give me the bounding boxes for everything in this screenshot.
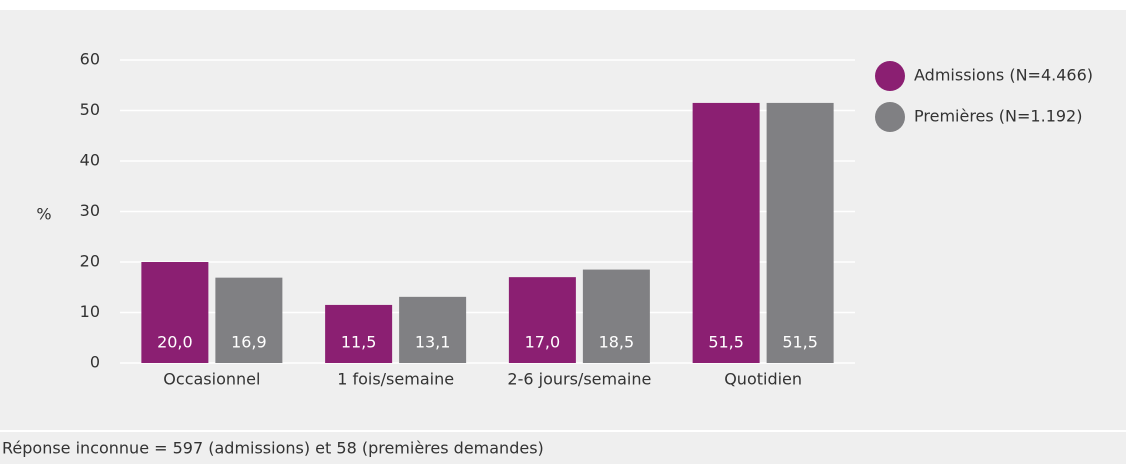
bar bbox=[582, 269, 650, 363]
y-tick-label: 40 bbox=[80, 151, 100, 170]
legend-swatch bbox=[875, 102, 905, 132]
bar bbox=[399, 296, 467, 363]
bar bbox=[325, 304, 393, 363]
legend-label: Admissions (N=4.466) bbox=[914, 66, 1093, 85]
legend-label: Premières (N=1.192) bbox=[914, 107, 1082, 126]
y-tick-label: 0 bbox=[90, 353, 100, 372]
bar bbox=[766, 102, 834, 364]
bar bbox=[508, 277, 576, 363]
value-label: 13,1 bbox=[415, 333, 451, 352]
note: Réponse inconnue = 597 (admissions) et 5… bbox=[2, 439, 544, 458]
y-tick-label: 60 bbox=[80, 50, 100, 69]
legend-swatch bbox=[875, 61, 905, 91]
x-tick-label: 2-6 jours/semaine bbox=[507, 370, 651, 389]
y-tick-label: 30 bbox=[80, 201, 100, 220]
value-label: 11,5 bbox=[341, 333, 377, 352]
value-label: 51,5 bbox=[782, 333, 818, 352]
y-tick-label: 50 bbox=[80, 100, 100, 119]
bar bbox=[692, 102, 760, 364]
x-tick-label: Occasionnel bbox=[163, 370, 260, 389]
background bbox=[0, 10, 1126, 464]
bar bbox=[215, 277, 283, 363]
y-axis-label: % bbox=[36, 205, 51, 224]
bar bbox=[141, 262, 209, 363]
y-tick-label: 20 bbox=[80, 252, 100, 271]
value-label: 51,5 bbox=[708, 333, 744, 352]
y-tick-label: 10 bbox=[80, 302, 100, 321]
x-tick-label: Quotidien bbox=[724, 370, 802, 389]
value-label: 16,9 bbox=[231, 333, 267, 352]
value-label: 17,0 bbox=[525, 333, 561, 352]
value-label: 20,0 bbox=[157, 333, 193, 352]
value-label: 18,5 bbox=[599, 333, 635, 352]
x-tick-label: 1 fois/semaine bbox=[337, 370, 454, 389]
